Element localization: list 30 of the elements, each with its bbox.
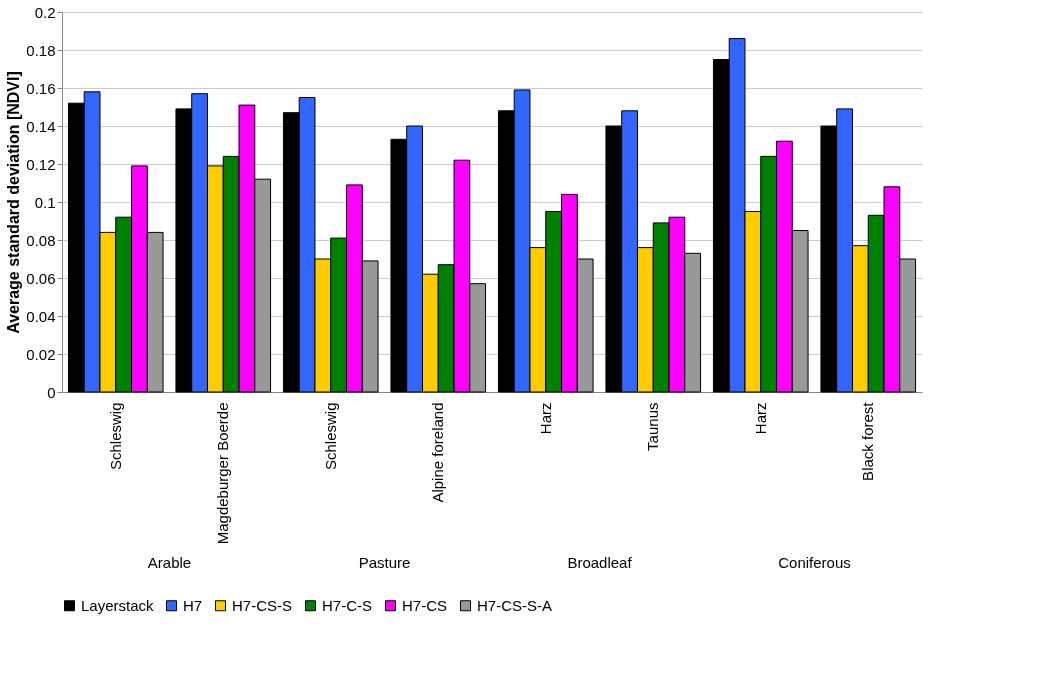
- y-tick-label: 0.2: [34, 3, 56, 21]
- text: Arable: [147, 554, 192, 571]
- text: Coniferous: [778, 554, 851, 571]
- y-tick-label: 0.14: [26, 117, 56, 135]
- y-tick-label: 0.12: [26, 155, 56, 173]
- x-tick-label: Schleswig: [321, 402, 339, 471]
- x-tick-label: Harz: [536, 402, 554, 435]
- text: Pasture: [358, 554, 411, 571]
- y-tick-label: 0.02: [26, 345, 56, 363]
- legend-label: H7-C-S: [322, 596, 373, 614]
- legend-label: H7-CS-S: [232, 596, 293, 614]
- y-tick-label: 0.06: [26, 269, 56, 287]
- y-tick-label: 0: [47, 383, 56, 401]
- x-tick-label: Black forest: [859, 401, 877, 481]
- legend-label: H7-CS-S-A: [477, 596, 553, 614]
- y-tick-label: 0.08: [26, 231, 56, 249]
- x-tick-label: Alpine foreland: [429, 402, 447, 503]
- y-axis-title: Average standard deviation [NDVI]: [5, 71, 23, 334]
- legend-label: H7: [183, 596, 203, 614]
- text: Broadleaf: [567, 554, 633, 571]
- y-tick-label: 0.16: [26, 79, 56, 97]
- x-tick-label: Schleswig: [106, 402, 124, 471]
- legend-label: H7-CS: [402, 596, 448, 614]
- x-tick-label: Harz: [751, 402, 769, 435]
- legend-label: Layerstack: [81, 596, 155, 614]
- x-tick-label: Taunus: [644, 402, 662, 451]
- x-tick-label: Magdeburger Boerde: [214, 402, 232, 545]
- y-tick-label: 0.18: [26, 41, 56, 59]
- y-tick-label: 0.1: [34, 193, 56, 211]
- y-tick-label: 0.04: [26, 307, 56, 325]
